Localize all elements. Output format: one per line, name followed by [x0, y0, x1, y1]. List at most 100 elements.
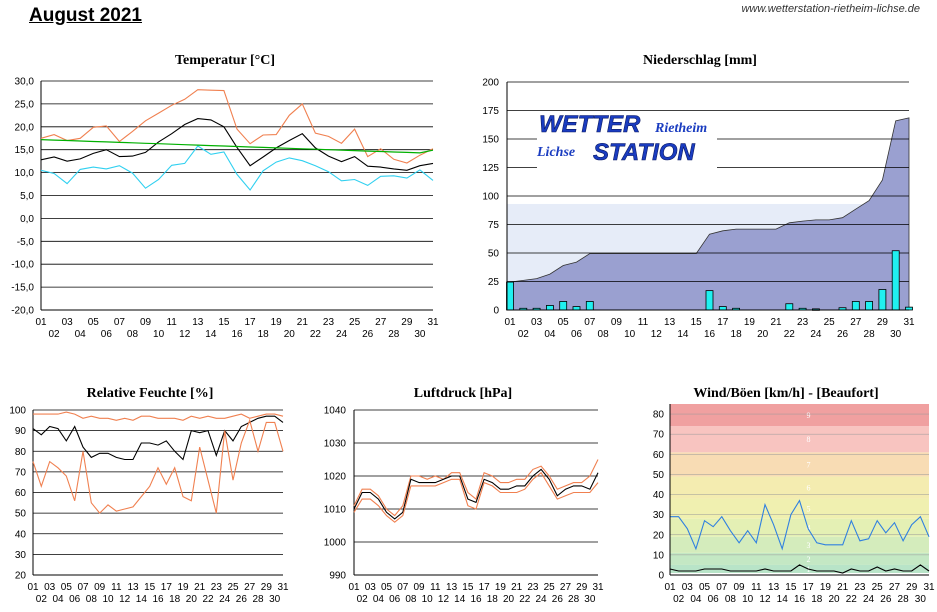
- logo-word-wetter: WETTER: [539, 111, 641, 138]
- y-tick-label: 0,0: [20, 214, 34, 225]
- chart-title: Wind/Böen [km/h] - [Beaufort]: [693, 386, 878, 401]
- chart-title: Luftdruck [hPa]: [414, 386, 512, 401]
- y-tick-label: 30,0: [15, 77, 35, 88]
- x-tick-label: 18: [169, 594, 181, 605]
- x-tick-label: 22: [519, 594, 531, 605]
- x-tick-label: 21: [770, 317, 782, 328]
- x-tick-label: 29: [877, 317, 889, 328]
- x-tick-label: 28: [864, 329, 876, 340]
- x-tick-label: 08: [86, 594, 98, 605]
- x-tick-label: 14: [454, 594, 466, 605]
- x-tick-label: 01: [504, 317, 516, 328]
- x-tick-label: 21: [297, 317, 309, 328]
- x-tick-label: 17: [479, 582, 491, 593]
- beaufort-band: [670, 518, 929, 537]
- x-tick-label: 20: [186, 594, 198, 605]
- precip-daily-bar: [878, 289, 887, 311]
- y-tick-label: 75: [488, 220, 500, 231]
- x-tick-label: 08: [127, 329, 139, 340]
- x-tick-label: 01: [664, 582, 676, 593]
- y-tick-label: -20,0: [11, 306, 34, 317]
- x-tick-label: 03: [682, 582, 694, 593]
- x-tick-label: 31: [923, 582, 935, 593]
- precip-daily-bar: [546, 305, 554, 311]
- pressure-chart: Luftdruck [hPa]1040103010201010100099001…: [324, 386, 604, 605]
- x-tick-label: 25: [227, 582, 239, 593]
- x-tick-label: 13: [192, 317, 204, 328]
- precip-daily-bar: [585, 301, 594, 311]
- x-tick-label: 04: [373, 594, 385, 605]
- x-tick-label: 29: [576, 582, 588, 593]
- x-tick-label: 21: [837, 582, 849, 593]
- x-tick-label: 23: [797, 317, 809, 328]
- y-tick-label: 1020: [324, 472, 347, 483]
- y-tick-label: 1000: [324, 538, 347, 549]
- y-tick-label: 1010: [324, 505, 347, 516]
- x-tick-label: 18: [731, 329, 743, 340]
- x-tick-label: 05: [381, 582, 393, 593]
- site-url-link[interactable]: www.wetterstation-rietheim-lichse.de: [741, 3, 920, 15]
- x-tick-label: 25: [349, 317, 361, 328]
- precip-daily-bar: [506, 281, 514, 311]
- x-tick-label: 11: [430, 582, 441, 593]
- x-tick-label: 14: [677, 329, 689, 340]
- wind-mean-line: [669, 564, 930, 574]
- logo-word-station: STATION: [593, 139, 695, 166]
- x-tick-label: 24: [336, 329, 348, 340]
- chart-title: Temperatur [°C]: [175, 53, 275, 68]
- x-tick-label: 07: [584, 317, 596, 328]
- precip-daily-bar: [705, 290, 714, 311]
- y-tick-label: 25,0: [15, 99, 35, 110]
- precip-daily-bar: [865, 301, 873, 311]
- x-tick-label: 14: [136, 594, 148, 605]
- x-tick-label: 28: [388, 329, 400, 340]
- beaufort-band: [670, 476, 929, 499]
- x-tick-label: 11: [638, 317, 649, 328]
- beaufort-band: [670, 452, 929, 477]
- temperature-chart: Temperatur [°C] 30,0 25,0 20,0 15,0 10,0 5,0 0,…: [11, 53, 439, 340]
- x-tick-label: 15: [462, 582, 474, 593]
- x-tick-label: 06: [101, 329, 113, 340]
- x-tick-label: 07: [114, 317, 126, 328]
- temp-max-line: [40, 89, 434, 164]
- x-tick-label: 02: [518, 329, 530, 340]
- x-tick-label: 08: [725, 594, 737, 605]
- x-tick-label: 22: [846, 594, 858, 605]
- y-tick-label: 20: [15, 571, 27, 582]
- x-tick-label: 19: [177, 582, 189, 593]
- x-tick-label: 30: [890, 329, 902, 340]
- x-tick-label: 23: [854, 582, 866, 593]
- y-tick-label: 90: [15, 426, 27, 437]
- x-tick-label: 19: [744, 317, 756, 328]
- x-tick-label: 02: [49, 329, 61, 340]
- x-tick-label: 07: [397, 582, 409, 593]
- x-tick-label: 02: [673, 594, 685, 605]
- precip-daily-bar: [851, 301, 860, 311]
- y-tick-label: -5,0: [17, 237, 35, 248]
- x-tick-label: 25: [544, 582, 556, 593]
- y-tick-label: 175: [482, 106, 499, 117]
- x-tick-label: 01: [27, 582, 39, 593]
- humidity-chart: Relative Feuchte [%]10090807060504030200…: [9, 386, 289, 605]
- y-tick-label: 50: [488, 249, 500, 260]
- x-tick-label: 14: [777, 594, 789, 605]
- y-tick-label: 125: [482, 163, 499, 174]
- x-tick-label: 04: [52, 594, 64, 605]
- x-tick-label: 16: [470, 594, 482, 605]
- x-tick-label: 09: [414, 582, 426, 593]
- y-tick-label: 70: [653, 430, 665, 441]
- precip-daily-bar: [572, 306, 581, 311]
- x-tick-label: 06: [389, 594, 401, 605]
- x-tick-label: 12: [119, 594, 131, 605]
- x-tick-label: 24: [219, 594, 231, 605]
- humidity-max-line: [33, 411, 284, 421]
- x-tick-label: 27: [850, 317, 862, 328]
- x-tick-label: 17: [245, 317, 257, 328]
- x-tick-label: 16: [704, 329, 716, 340]
- beaufort-label: 6: [807, 483, 811, 492]
- x-tick-label: 23: [211, 582, 223, 593]
- y-tick-label: 200: [482, 78, 499, 89]
- x-tick-label: 20: [284, 329, 296, 340]
- x-tick-label: 30: [269, 594, 281, 605]
